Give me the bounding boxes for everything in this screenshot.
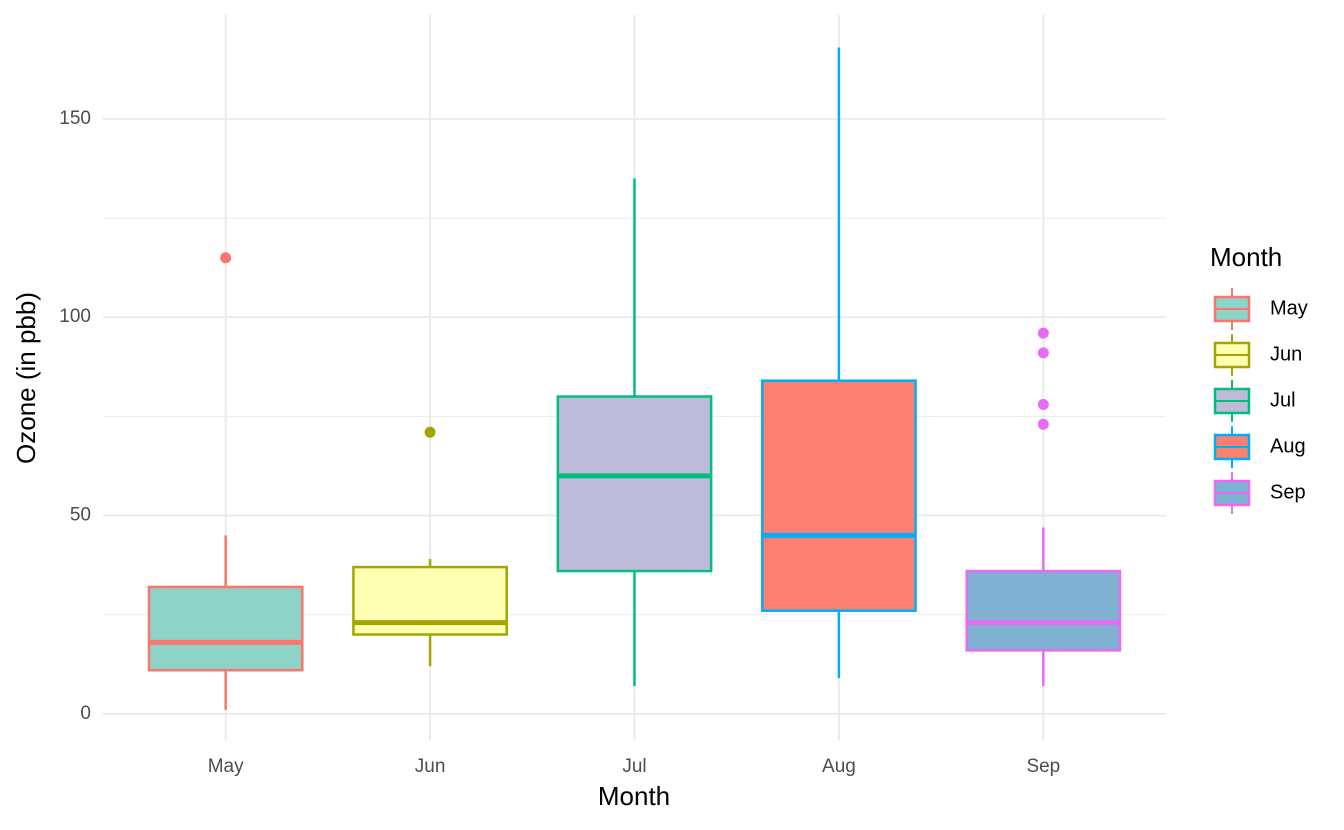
box: [761, 379, 917, 612]
outlier: [1037, 398, 1049, 410]
outlier: [220, 252, 232, 264]
outlier: [424, 426, 436, 438]
box: [965, 569, 1122, 652]
y-tick-label: 0: [80, 703, 91, 724]
box: [147, 585, 304, 672]
legend-title: Month: [1210, 242, 1282, 272]
outlier: [1037, 418, 1049, 430]
legend-label: Aug: [1270, 435, 1306, 457]
x-tick-label: Aug: [822, 756, 856, 777]
y-axis-title: Ozone (in pbb): [11, 292, 41, 464]
legend-label: Jul: [1270, 389, 1296, 411]
x-tick-label: Sep: [1026, 756, 1060, 777]
y-tick-label: 150: [59, 108, 91, 129]
x-axis-title: Month: [598, 781, 670, 811]
legend-label: Jun: [1270, 343, 1302, 365]
x-tick-label: May: [208, 756, 244, 777]
legend-label: May: [1270, 297, 1308, 319]
outlier: [1037, 347, 1049, 359]
outlier: [1037, 327, 1049, 339]
y-tick-label: 100: [59, 306, 91, 327]
legend-label: Sep: [1270, 481, 1306, 503]
x-tick-label: Jul: [622, 756, 646, 777]
x-tick-label: Jun: [415, 756, 446, 777]
y-tick-label: 50: [70, 505, 91, 526]
box: [556, 395, 713, 573]
